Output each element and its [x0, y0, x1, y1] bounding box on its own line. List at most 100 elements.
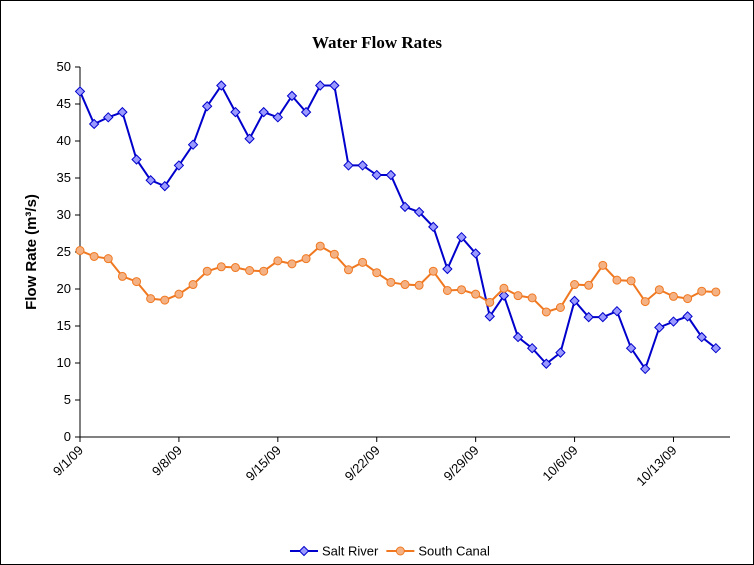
marker	[696, 331, 707, 343]
marker	[300, 106, 312, 118]
marker	[512, 331, 524, 343]
marker	[286, 90, 298, 102]
series-line	[79, 83, 717, 372]
marker	[471, 289, 481, 299]
marker	[442, 263, 453, 275]
marker	[287, 259, 297, 269]
marker	[160, 295, 170, 305]
marker	[343, 265, 353, 275]
marker	[654, 285, 664, 295]
marker	[442, 285, 452, 295]
marker	[385, 169, 397, 181]
marker	[640, 297, 650, 307]
marker	[358, 257, 368, 267]
y-tick-label: 45	[57, 96, 71, 111]
marker	[159, 180, 170, 192]
marker	[527, 293, 537, 303]
marker	[386, 277, 396, 287]
marker	[570, 280, 580, 290]
legend-label: South Canal	[418, 544, 490, 559]
marker	[88, 118, 100, 130]
marker	[682, 311, 693, 322]
marker	[75, 246, 85, 256]
marker	[457, 285, 467, 295]
marker	[131, 154, 142, 165]
marker	[315, 241, 325, 251]
marker	[230, 263, 240, 273]
marker	[626, 276, 636, 286]
marker	[272, 112, 284, 123]
marker	[315, 80, 326, 91]
marker	[668, 316, 679, 327]
marker	[145, 175, 156, 186]
marker	[329, 80, 340, 91]
marker	[173, 160, 185, 171]
marker	[625, 342, 637, 354]
marker	[513, 291, 523, 301]
marker	[597, 311, 609, 323]
legend-label: Salt River	[322, 544, 379, 559]
marker	[640, 363, 651, 375]
marker	[74, 86, 86, 97]
marker	[456, 231, 467, 243]
marker	[89, 251, 99, 261]
marker	[612, 275, 622, 285]
marker	[244, 133, 255, 144]
marker	[103, 254, 113, 264]
marker	[230, 106, 241, 118]
marker	[611, 305, 623, 317]
marker	[216, 262, 226, 272]
y-tick-label: 25	[57, 244, 71, 259]
marker	[117, 106, 128, 118]
marker	[485, 297, 495, 307]
marker	[668, 291, 678, 301]
marker	[117, 271, 127, 281]
legend-marker	[298, 545, 310, 557]
marker	[555, 303, 565, 312]
marker	[146, 294, 156, 304]
marker	[499, 283, 509, 293]
y-tick-label: 15	[57, 318, 71, 333]
marker	[583, 311, 594, 323]
marker	[413, 206, 425, 218]
marker	[569, 295, 580, 307]
marker	[654, 322, 665, 333]
marker	[683, 294, 693, 304]
y-tick-label: 50	[57, 59, 71, 74]
marker	[216, 80, 227, 91]
marker	[202, 266, 212, 276]
y-axis-label: Flow Rate (m³/s)	[23, 194, 40, 310]
marker	[371, 169, 382, 181]
marker	[245, 266, 255, 275]
marker	[598, 260, 608, 270]
marker	[428, 266, 438, 276]
marker	[343, 160, 354, 171]
marker	[329, 249, 339, 259]
y-tick-label: 30	[57, 207, 71, 222]
chart-title: Water Flow Rates	[312, 33, 442, 52]
y-tick-label: 20	[57, 281, 71, 296]
marker	[132, 277, 142, 287]
legend-marker	[395, 546, 405, 556]
marker	[526, 342, 538, 354]
marker	[541, 307, 551, 317]
y-tick-label: 40	[57, 133, 71, 148]
marker	[555, 347, 566, 358]
series-line	[79, 244, 716, 314]
y-tick-label: 0	[64, 429, 71, 444]
marker	[259, 266, 269, 276]
marker	[584, 280, 594, 290]
marker	[103, 112, 114, 123]
marker	[273, 256, 283, 266]
marker	[372, 268, 382, 278]
marker	[711, 287, 721, 297]
marker	[399, 201, 411, 213]
y-tick-label: 35	[57, 170, 71, 185]
marker	[710, 342, 722, 354]
marker	[470, 248, 481, 259]
marker	[498, 290, 510, 301]
marker	[174, 289, 184, 299]
marker	[541, 358, 552, 369]
marker	[697, 286, 707, 296]
